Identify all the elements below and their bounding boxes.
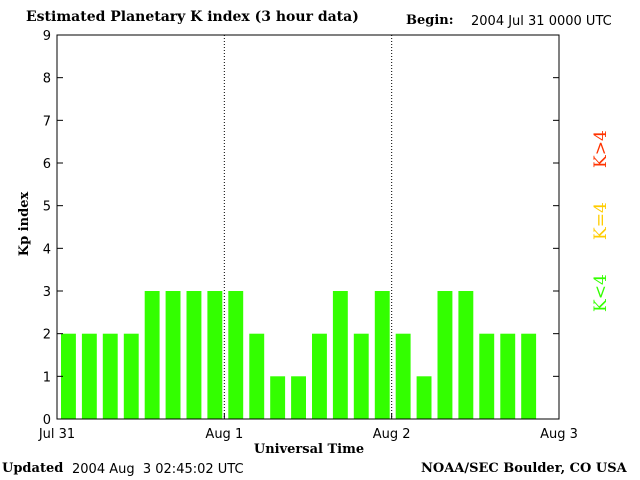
begin-label: Begin:	[406, 13, 454, 28]
kp-bar	[186, 291, 202, 419]
y-tick-label: 0	[43, 413, 51, 428]
x-axis-label: Universal Time	[254, 442, 364, 457]
y-tick-label: 6	[43, 157, 51, 172]
y-tick-label: 3	[43, 285, 51, 300]
kp-bar	[270, 376, 286, 419]
y-tick-label: 7	[43, 114, 51, 129]
kp-bar	[61, 333, 76, 419]
legend-k-above-4: K>4	[591, 130, 611, 168]
kp-bar	[291, 376, 306, 419]
kp-bar	[479, 333, 495, 419]
plot-frame	[56, 34, 560, 420]
legend-k-above-4-label: K>4	[591, 130, 611, 168]
kp-bar	[249, 333, 265, 419]
x-tick-label: Jul 31	[38, 427, 75, 442]
legend-k-equal-4: K=4	[591, 202, 611, 240]
kp-bar	[416, 376, 432, 419]
kp-bar	[395, 333, 411, 419]
y-tick-label: 9	[43, 29, 51, 44]
y-tick-label: 1	[43, 370, 51, 385]
kp-bar	[500, 333, 516, 419]
kp-bar	[374, 291, 390, 419]
y-tick-label: 8	[43, 72, 51, 87]
kp-bar	[144, 291, 160, 419]
kp-bar	[458, 291, 474, 419]
kp-bar	[207, 291, 223, 419]
credit: NOAA/SEC Boulder, CO USA	[421, 461, 627, 476]
kp-bar	[521, 333, 537, 419]
kp-bar	[81, 333, 97, 419]
kp-bar	[123, 333, 139, 419]
kp-bar	[312, 333, 327, 419]
y-tick-label: 2	[43, 328, 51, 343]
legend-k-equal-4-label: K=4	[591, 202, 611, 240]
chart-title: Estimated Planetary K index (3 hour data…	[26, 9, 359, 25]
y-tick-label: 5	[43, 200, 51, 215]
y-tick-label: 4	[43, 242, 51, 257]
kp-bar	[228, 291, 244, 419]
legend-k-below-4-label: K<4	[591, 274, 611, 312]
x-tick-label: Aug 1	[205, 427, 243, 442]
updated-value: 2004 Aug 3 02:45:02 UTC	[72, 462, 244, 477]
kp-bar	[102, 333, 118, 419]
x-tick-label: Aug 3	[540, 427, 578, 442]
begin-value: 2004 Jul 31 0000 UTC	[471, 14, 612, 29]
kp-bar	[332, 291, 348, 419]
y-axis-label: Kp index	[17, 192, 32, 257]
kp-bar	[353, 333, 369, 419]
legend-k-below-4: K<4	[591, 274, 611, 312]
kp-bar	[437, 291, 453, 419]
updated-label: Updated	[2, 461, 64, 476]
x-tick-label: Aug 2	[373, 427, 411, 442]
kp-bar	[165, 291, 181, 419]
